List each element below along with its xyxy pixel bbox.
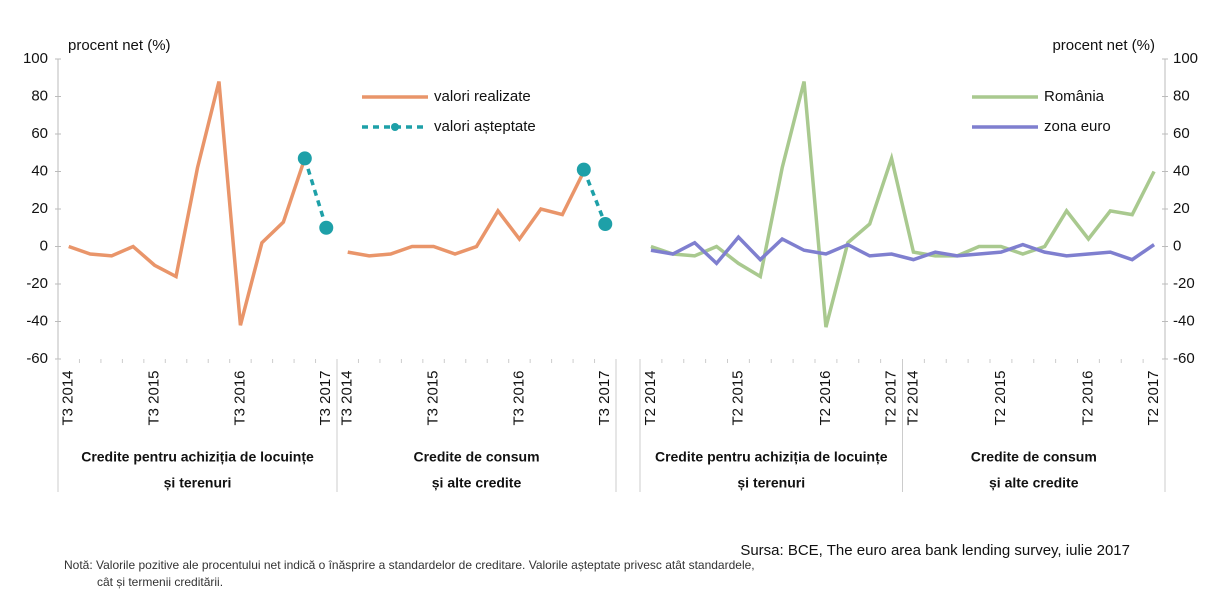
y-tick-label: -40 <box>1173 312 1195 329</box>
marker <box>319 220 334 235</box>
legend-label: zona euro <box>1044 118 1111 135</box>
x-tick-label: T2 2015 <box>992 370 1009 425</box>
x-tick-label: T3 2016 <box>510 370 527 425</box>
note: cât și termenii creditării. <box>97 575 223 589</box>
x-tick-label: T3 2014 <box>339 370 356 425</box>
marker <box>297 151 312 166</box>
group-label: Credite de consum <box>971 449 1097 465</box>
y-tick-label: 40 <box>31 162 48 179</box>
x-tick-label: T3 2017 <box>317 370 334 425</box>
y-axis-label: procent net (%) <box>68 37 171 54</box>
x-tick-label: T2 2017 <box>883 370 900 425</box>
x-tick-label: T2 2017 <box>1145 370 1162 425</box>
y-tick-label: 0 <box>40 237 48 254</box>
series-line <box>650 234 1156 266</box>
x-tick-label: T3 2015 <box>146 370 163 425</box>
group-label: Credite pentru achiziția de locuințe <box>81 449 314 465</box>
series-line <box>68 81 307 326</box>
series-line <box>347 170 586 258</box>
y-tick-label: 80 <box>1173 87 1190 104</box>
y-tick-label: 100 <box>23 50 48 67</box>
y-tick-label: 0 <box>1173 237 1181 254</box>
y-tick-label: 60 <box>1173 125 1190 142</box>
y-tick-label: -60 <box>1173 350 1195 367</box>
x-tick-label: T3 2017 <box>596 370 613 425</box>
group-label: Credite de consum <box>413 449 539 465</box>
marker <box>598 217 613 231</box>
group-label: și alte credite <box>989 475 1079 491</box>
y-tick-label: -60 <box>26 350 48 367</box>
legend-label: valori realizate <box>434 88 531 105</box>
legend-marker <box>391 123 399 131</box>
group-label: Credite pentru achiziția de locuințe <box>655 449 888 465</box>
note: Notă: Valorile pozitive ale procentului … <box>64 558 755 572</box>
series-line <box>303 157 328 229</box>
y-tick-label: 100 <box>1173 50 1198 67</box>
series-line <box>582 168 607 225</box>
series-line <box>650 81 1156 328</box>
y-tick-label: 80 <box>31 87 48 104</box>
x-tick-label: T3 2016 <box>231 370 248 425</box>
y-tick-label: -20 <box>1173 275 1195 292</box>
x-tick-label: T2 2016 <box>817 370 834 425</box>
y-tick-label: 20 <box>31 200 48 217</box>
y-tick-label: 60 <box>31 125 48 142</box>
y-axis-label: procent net (%) <box>1052 37 1155 54</box>
x-tick-label: T2 2014 <box>642 370 659 425</box>
group-label: și terenuri <box>737 475 805 491</box>
x-tick-label: T2 2016 <box>1079 370 1096 425</box>
marker <box>576 162 591 177</box>
x-tick-label: T2 2015 <box>729 370 746 425</box>
y-tick-label: -20 <box>26 275 48 292</box>
y-tick-label: -40 <box>26 312 48 329</box>
source: Sursa: BCE, The euro area bank lending s… <box>740 542 1130 559</box>
legend-label: valori așteptate <box>434 118 536 135</box>
x-tick-label: T3 2014 <box>60 370 77 425</box>
x-tick-label: T3 2015 <box>425 370 442 425</box>
y-tick-label: 40 <box>1173 162 1190 179</box>
group-label: și terenuri <box>164 475 232 491</box>
legend-label: România <box>1044 88 1105 105</box>
x-tick-label: T2 2014 <box>904 370 921 425</box>
group-label: și alte credite <box>432 475 522 491</box>
y-tick-label: 20 <box>1173 200 1190 217</box>
